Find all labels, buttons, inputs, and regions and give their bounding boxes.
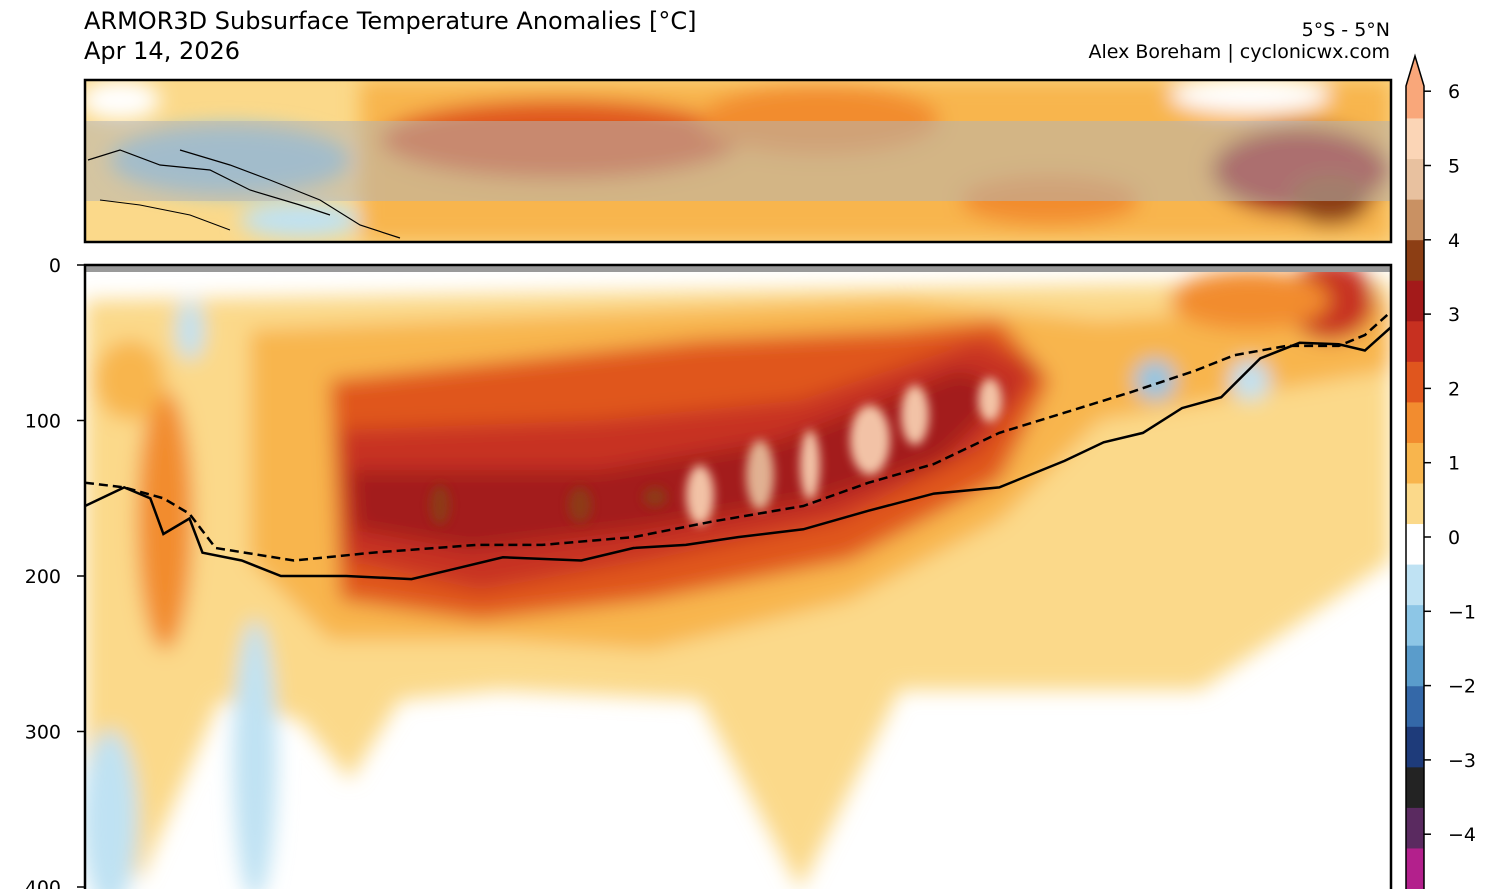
colorbar-swatch	[1406, 686, 1424, 728]
colorbar-swatch	[1406, 280, 1424, 322]
colorbar-tick-label: −2	[1448, 676, 1476, 698]
colorbar-tick-label: −1	[1448, 601, 1476, 623]
y-axis: 0 100 200 300 400	[25, 255, 85, 889]
colorbar-swatch	[1406, 807, 1424, 849]
region-label: 5°S - 5°N	[1301, 19, 1390, 41]
colorbar-swatch	[1406, 605, 1424, 647]
colorbar-swatch	[1406, 726, 1424, 768]
colorbar-swatch	[1406, 361, 1424, 403]
colorbar-swatch	[1406, 159, 1424, 201]
y-tick-label: 100	[25, 411, 61, 433]
colorbar-swatch	[1406, 240, 1424, 282]
colorbar-tick-label: 1	[1448, 453, 1460, 475]
chart-title: ARMOR3D Subsurface Temperature Anomalies…	[84, 7, 697, 35]
colorbar-swatch	[1406, 402, 1424, 444]
colorbar-swatch	[1406, 524, 1424, 566]
colorbar-tick-label: 5	[1448, 156, 1460, 178]
band-5s-5n	[85, 121, 1391, 201]
colorbar-swatch	[1406, 118, 1424, 160]
colorbar-tick-label: −4	[1448, 824, 1476, 846]
series-dashed-line	[85, 310, 1391, 562]
colorbar-tick-label: 6	[1448, 81, 1460, 103]
colorbar-swatch	[1406, 564, 1424, 606]
colorbar-swatch	[1406, 199, 1424, 241]
colorbar-swatch	[1406, 321, 1424, 363]
y-tick-label: 300	[25, 722, 61, 744]
colorbar: 6 5 4 3 2 1 0 −1 −2 −3 −4	[1405, 53, 1476, 889]
y-tick-label: 0	[49, 255, 61, 277]
colorbar-swatch	[1406, 767, 1424, 809]
y-tick-label: 200	[25, 566, 61, 588]
series-solid-line	[85, 326, 1391, 581]
colorbar-swatch	[1406, 483, 1424, 525]
colorbar-swatch	[1406, 442, 1424, 484]
colorbar-tick-label: 0	[1448, 527, 1460, 549]
colorbar-tick-label: −3	[1448, 750, 1476, 772]
credit-label: Alex Boreham | cyclonicwx.com	[1088, 41, 1390, 63]
y-tick-label: 400	[25, 877, 61, 889]
depth-section-panel	[85, 265, 1391, 889]
colorbar-swatch	[1406, 848, 1424, 889]
colorbar-tick-label: 3	[1448, 304, 1460, 326]
colorbar-swatch	[1406, 56, 1424, 119]
colorbar-tick-label: 4	[1448, 230, 1460, 252]
chart-date: Apr 14, 2026	[84, 37, 241, 65]
colorbar-outline	[1405, 53, 1425, 889]
map-panel	[85, 80, 1391, 242]
colorbar-tick-label: 2	[1448, 378, 1460, 400]
colorbar-swatch	[1406, 645, 1424, 687]
